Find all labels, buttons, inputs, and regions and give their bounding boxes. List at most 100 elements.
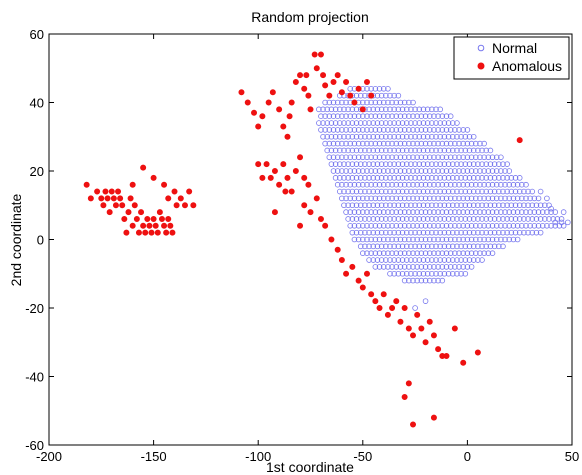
normal-point xyxy=(362,202,368,209)
normal-point xyxy=(339,99,345,106)
normal-point xyxy=(393,99,400,106)
normal-point xyxy=(493,181,500,188)
anomalous-point xyxy=(343,270,350,277)
normal-point xyxy=(435,154,441,161)
normal-point xyxy=(395,216,402,222)
normal-point xyxy=(397,99,404,106)
anomalous-point xyxy=(410,421,417,428)
anomalous-point xyxy=(173,202,180,209)
normal-point xyxy=(506,195,513,202)
normal-point xyxy=(431,236,437,243)
normal-point xyxy=(420,229,427,236)
normal-point xyxy=(395,133,402,140)
normal-point xyxy=(468,223,475,229)
normal-point xyxy=(477,195,483,202)
normal-point xyxy=(475,161,481,167)
normal-point xyxy=(500,216,506,222)
normal-point xyxy=(468,140,475,147)
anomalous-point xyxy=(301,202,308,209)
normal-point xyxy=(387,216,393,222)
normal-point xyxy=(454,133,460,140)
normal-point xyxy=(351,181,358,188)
normal-point xyxy=(445,161,452,167)
normal-point xyxy=(504,175,510,181)
normal-point xyxy=(422,195,429,202)
normal-point xyxy=(477,168,483,174)
normal-point xyxy=(370,216,377,222)
normal-point xyxy=(324,106,331,113)
normal-point xyxy=(518,181,525,188)
normal-point xyxy=(326,140,333,147)
anomalous-point xyxy=(165,195,172,202)
normal-point xyxy=(481,195,487,202)
normal-point xyxy=(359,181,366,188)
normal-point xyxy=(406,140,412,147)
normal-point xyxy=(368,223,374,229)
normal-point xyxy=(441,243,448,250)
normal-point xyxy=(401,277,408,284)
anomalous-point xyxy=(282,188,289,195)
normal-point xyxy=(395,243,402,250)
normal-point xyxy=(418,168,425,174)
normal-point xyxy=(387,243,393,250)
normal-point xyxy=(458,216,464,222)
normal-point xyxy=(399,133,406,140)
normal-point xyxy=(485,168,492,174)
normal-point xyxy=(466,216,473,222)
normal-point xyxy=(347,113,354,119)
normal-point xyxy=(380,209,387,215)
normal-point xyxy=(406,99,412,106)
normal-point xyxy=(374,188,381,195)
anomalous-point xyxy=(135,229,142,236)
normal-point xyxy=(376,86,383,92)
normal-point xyxy=(479,243,485,250)
normal-point xyxy=(410,99,416,106)
normal-point xyxy=(370,133,377,140)
normal-point xyxy=(441,175,448,181)
normal-point xyxy=(349,216,356,222)
normal-point xyxy=(462,161,469,167)
anomalous-point xyxy=(301,174,308,181)
normal-point xyxy=(481,223,487,229)
normal-point xyxy=(472,195,479,202)
normal-point xyxy=(456,195,462,202)
normal-point xyxy=(472,236,479,243)
normal-point xyxy=(462,133,469,140)
anomalous-point xyxy=(144,215,151,222)
normal-point xyxy=(366,243,372,250)
normal-point xyxy=(403,133,410,140)
normal-point xyxy=(489,223,496,229)
normal-point xyxy=(336,175,343,181)
normal-point xyxy=(477,236,483,243)
normal-point xyxy=(468,250,475,257)
normal-point xyxy=(414,264,420,270)
anomalous-point xyxy=(115,188,122,195)
anomalous-point xyxy=(320,72,327,79)
normal-point xyxy=(406,181,412,188)
normal-point xyxy=(393,140,400,147)
normal-point xyxy=(376,223,383,229)
anomalous-point xyxy=(355,277,362,284)
normal-point xyxy=(462,229,469,236)
normal-point xyxy=(485,195,492,202)
normal-point xyxy=(378,216,385,222)
normal-point xyxy=(487,202,494,209)
normal-point xyxy=(468,154,475,161)
normal-point xyxy=(454,188,460,195)
anomalous-point xyxy=(343,78,350,85)
normal-point xyxy=(385,99,391,106)
normal-point xyxy=(408,188,414,195)
normal-point xyxy=(408,243,414,250)
normal-point xyxy=(441,216,448,222)
normal-point xyxy=(391,188,397,195)
normal-point xyxy=(454,175,460,181)
normal-point xyxy=(464,154,471,161)
normal-point xyxy=(353,120,360,126)
normal-point xyxy=(464,223,471,229)
normal-point xyxy=(439,195,446,202)
normal-point xyxy=(452,209,458,215)
normal-point xyxy=(537,216,544,222)
normal-point xyxy=(533,216,540,222)
normal-point xyxy=(508,216,515,222)
